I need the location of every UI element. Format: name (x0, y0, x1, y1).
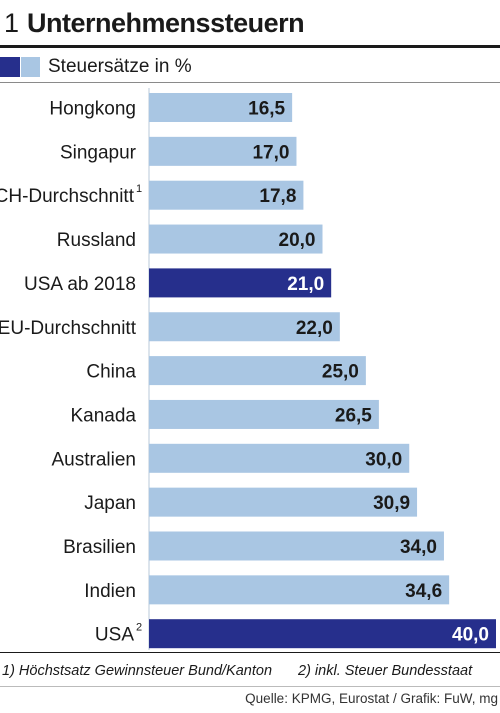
category-label: Kanada (70, 405, 136, 426)
bar-value-label: 40,0 (452, 625, 489, 646)
bar (149, 136, 297, 166)
bar (149, 312, 340, 342)
bar-value-label: 30,9 (373, 493, 410, 514)
category-label: EU-Durchschnitt (0, 318, 137, 339)
bar-value-label: 20,0 (279, 230, 316, 251)
legend-swatch-normal (21, 57, 40, 77)
category-label: Brasilien (63, 537, 136, 558)
bar (149, 93, 293, 122)
bar-value-label: 16,5 (248, 99, 285, 120)
category-label: Australien (52, 449, 137, 470)
category-label: Indien (84, 581, 136, 602)
category-label: USA ab 2018 (24, 274, 136, 295)
bar (149, 224, 323, 254)
category-superscript: 1 (136, 183, 142, 195)
bar (149, 399, 379, 429)
legend-swatch-highlight (0, 57, 20, 77)
bar-value-label: 30,0 (365, 449, 402, 470)
bar-value-label: 17,8 (259, 186, 296, 207)
figure-number: 1 (4, 8, 20, 38)
legend-label: Steuersätze in % (48, 56, 192, 77)
bar (149, 356, 366, 386)
footnotes: 1) Höchstsatz Gewinnsteuer Bund/Kanton 2)… (2, 660, 498, 682)
bar-value-label: 21,0 (287, 274, 324, 295)
bar-value-label: 22,0 (296, 318, 333, 339)
category-label: CH-Durchschnitt (0, 186, 135, 207)
category-superscript: 2 (136, 622, 142, 634)
bar-value-label: 26,5 (335, 405, 372, 426)
bar (149, 487, 418, 517)
category-label: China (86, 362, 136, 383)
bar (149, 443, 410, 473)
category-label: Hongkong (49, 99, 136, 120)
category-label: Singapur (60, 142, 137, 163)
chart-title: 1 Unternehmenssteuern (4, 6, 305, 40)
bar (149, 575, 450, 605)
source-note: Quelle: KPMG, Eurostat / Grafik: FuW, mg (245, 691, 498, 706)
bar-value-label: 25,0 (322, 362, 359, 383)
title-text: Unternehmenssteuern (27, 8, 305, 38)
footnote-rule (0, 652, 500, 653)
bar (149, 531, 444, 561)
category-label: Japan (84, 493, 136, 514)
bar-value-label: 34,6 (405, 581, 442, 602)
bar-value-label: 17,0 (252, 142, 289, 163)
legend-rule (0, 82, 500, 83)
legend: Steuersätze in % (0, 55, 192, 79)
footnote-1: 1) Höchstsatz Gewinnsteuer Bund/Kanton (2, 663, 273, 679)
category-label: Russland (57, 230, 136, 251)
bar (149, 180, 304, 210)
source-rule (0, 686, 500, 687)
bar (149, 619, 496, 649)
bar (149, 268, 332, 298)
bar-value-label: 34,0 (400, 537, 437, 558)
title-rule (0, 45, 500, 48)
footnote-2: 2) inkl. Steuer Bundesstaat (298, 663, 473, 679)
category-label: USA (95, 625, 134, 646)
